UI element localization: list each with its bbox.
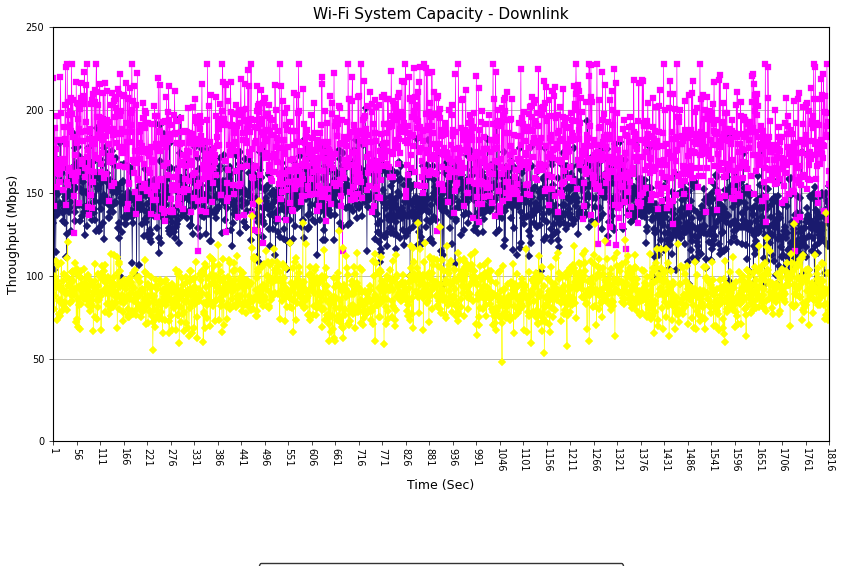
Title: Wi-Fi System Capacity - Downlink: Wi-Fi System Capacity - Downlink — [314, 7, 569, 22]
Root - 2.4 GHz — [439, 281, 449, 288]
Hop 1 - 5 GHz — [665, 287, 675, 294]
Root - 2.4 GHz — [361, 105, 371, 112]
Root - 2.4 GHz — [48, 220, 58, 226]
Hop 1 - 5 GHz — [184, 278, 194, 285]
Hop 1 - 5 GHz — [786, 271, 796, 278]
Line: Hop 1 - 5 GHz: Hop 1 - 5 GHz — [50, 198, 832, 365]
X-axis label: Time (Sec): Time (Sec) — [408, 479, 474, 492]
Root - 2.4 GHz — [822, 213, 833, 220]
Line: Root - 2.4 GHz: Root - 2.4 GHz — [50, 105, 832, 287]
Y-axis label: Throughput (Mbps): Throughput (Mbps) — [7, 175, 20, 294]
Hop 1 - 5 GHz — [544, 202, 554, 209]
Hop 1 - 5 GHz — [786, 127, 796, 134]
Hop 1 - 5 GHz — [497, 358, 507, 365]
Root - 2.4 GHz — [824, 182, 834, 189]
Hop 1 - 5 GHz — [305, 154, 315, 161]
Hop 1 - 5 GHz — [822, 109, 833, 116]
Hop 1 - 5 GHz — [824, 307, 834, 314]
Root - 2.4 GHz — [665, 207, 675, 213]
Hop 1 - 5 GHz — [544, 287, 554, 294]
Hop 1 - 5 GHz — [185, 130, 195, 136]
Hop 1 - 5 GHz — [822, 301, 833, 307]
Hop 1 - 5 GHz — [665, 78, 675, 85]
Hop 1 - 5 GHz — [48, 75, 58, 82]
Hop 1 - 5 GHz — [48, 290, 58, 297]
Hop 1 - 5 GHz — [193, 247, 204, 254]
Root - 2.4 GHz — [184, 173, 194, 180]
Legend: Root - 2.4 GHz, Hop 1 - 5 GHz, Hop 1 - 5 GHz: Root - 2.4 GHz, Hop 1 - 5 GHz, Hop 1 - 5… — [259, 563, 623, 566]
Line: Hop 1 - 5 GHz: Hop 1 - 5 GHz — [50, 61, 832, 254]
Root - 2.4 GHz — [786, 191, 796, 198]
Hop 1 - 5 GHz — [62, 61, 72, 67]
Hop 1 - 5 GHz — [305, 317, 315, 324]
Hop 1 - 5 GHz — [824, 168, 834, 174]
Hop 1 - 5 GHz — [254, 198, 264, 204]
Root - 2.4 GHz — [304, 168, 315, 175]
Root - 2.4 GHz — [544, 191, 554, 198]
